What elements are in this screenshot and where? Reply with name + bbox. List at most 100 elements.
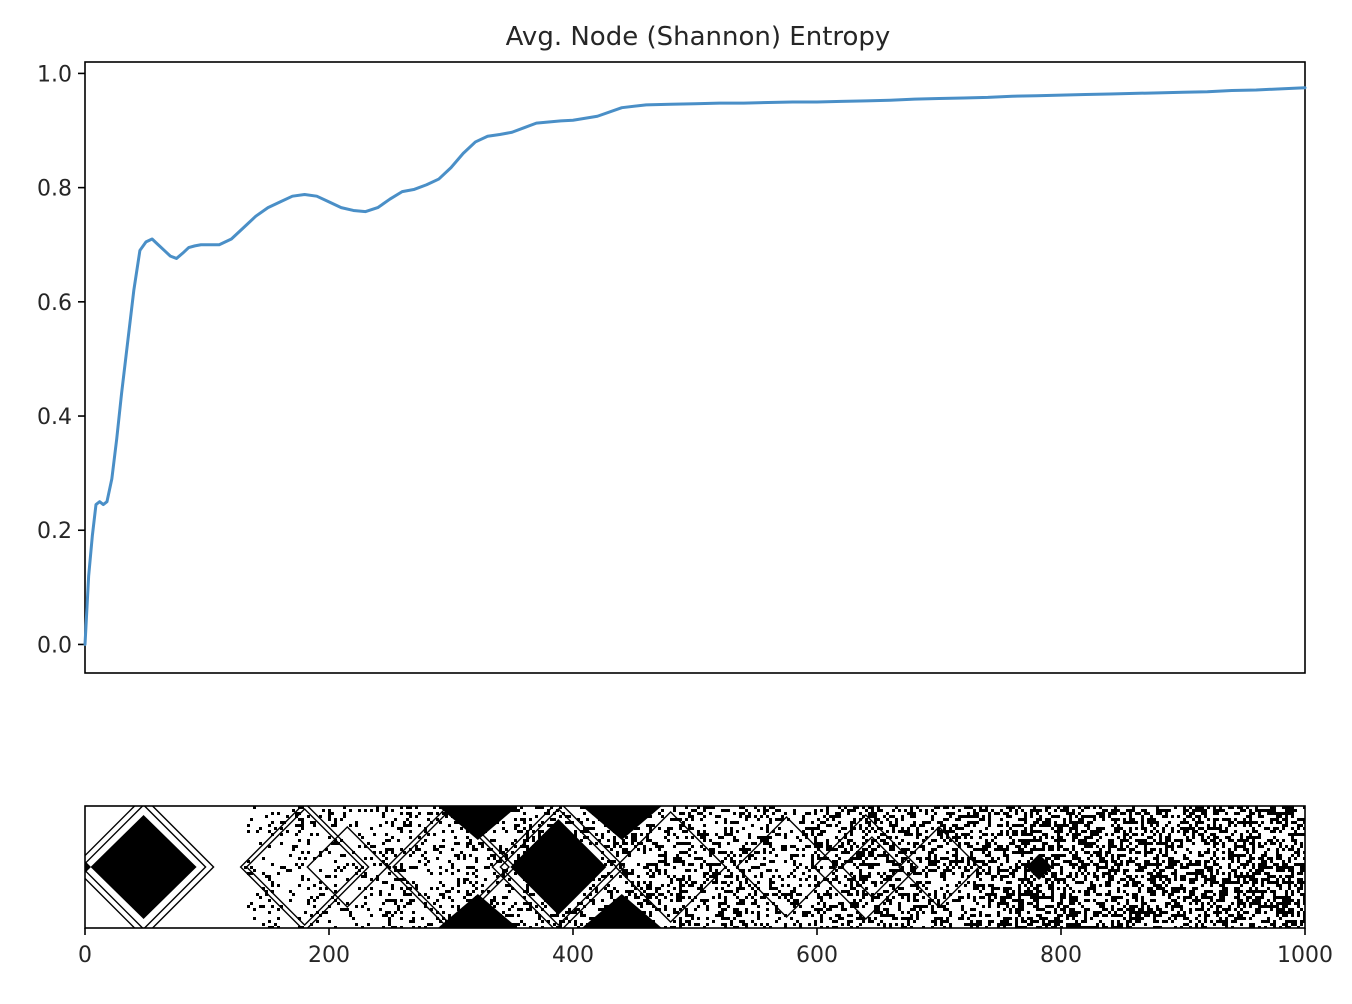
- heatmap-cell: [1006, 890, 1009, 893]
- heatmap-cell: [562, 812, 565, 815]
- heatmap-cell: [409, 806, 412, 809]
- heatmap-cell: [1018, 860, 1021, 863]
- heatmap-cell: [532, 839, 535, 842]
- heatmap-cell: [955, 818, 958, 821]
- heatmap-cell: [1276, 908, 1279, 911]
- heatmap-cell: [1279, 884, 1282, 887]
- heatmap-cell: [1204, 815, 1207, 818]
- heatmap-cell: [1228, 854, 1231, 857]
- heatmap-cell: [1270, 905, 1273, 908]
- heatmap-cell: [532, 872, 535, 875]
- heatmap-cell: [1150, 872, 1153, 875]
- heatmap-cell: [409, 854, 412, 857]
- heatmap-cell: [1003, 854, 1006, 857]
- heatmap-cell: [1135, 896, 1138, 899]
- heatmap-cell: [1045, 896, 1048, 899]
- heatmap-cell: [319, 851, 322, 854]
- heatmap-cell: [1183, 923, 1186, 926]
- heatmap-cell: [1117, 830, 1120, 833]
- heatmap-cell: [706, 872, 709, 875]
- heatmap-cell: [988, 905, 991, 908]
- heatmap-cell: [1249, 860, 1252, 863]
- heatmap-cell: [631, 824, 634, 827]
- heatmap-cell: [613, 839, 616, 842]
- heatmap-cell: [889, 884, 892, 887]
- heatmap-cell: [1192, 830, 1195, 833]
- heatmap-cell: [1036, 905, 1039, 908]
- heatmap-cell: [1246, 872, 1249, 875]
- heatmap-cell: [1138, 842, 1141, 845]
- heatmap-cell: [1288, 812, 1291, 815]
- heatmap-cell: [1249, 902, 1252, 905]
- heatmap-cell: [865, 848, 868, 851]
- heatmap-cell: [1183, 899, 1186, 902]
- heatmap-cell: [1015, 866, 1018, 869]
- heatmap-cell: [889, 902, 892, 905]
- heatmap-cell: [334, 821, 337, 824]
- heatmap-cell: [298, 857, 301, 860]
- heatmap-cell: [1093, 875, 1096, 878]
- heatmap-cell: [1129, 857, 1132, 860]
- heatmap-cell: [724, 908, 727, 911]
- heatmap-cell: [1234, 830, 1237, 833]
- heatmap-cell: [1285, 890, 1288, 893]
- heatmap-cell: [424, 851, 427, 854]
- heatmap-cell: [724, 902, 727, 905]
- heatmap-cell: [619, 863, 622, 866]
- heatmap-cell: [832, 863, 835, 866]
- heatmap-cell: [973, 881, 976, 884]
- heatmap-cell: [1291, 875, 1294, 878]
- heatmap-cell: [793, 887, 796, 890]
- heatmap-cell: [925, 830, 928, 833]
- heatmap-cell: [823, 821, 826, 824]
- heatmap-cell: [850, 809, 853, 812]
- heatmap-cell: [688, 914, 691, 917]
- heatmap-cell: [373, 851, 376, 854]
- heatmap-cell: [1285, 818, 1288, 821]
- heatmap-cell: [985, 863, 988, 866]
- heatmap-cell: [1111, 905, 1114, 908]
- heatmap-cell: [406, 881, 409, 884]
- heatmap-cell: [547, 839, 550, 842]
- heatmap-cell: [442, 893, 445, 896]
- heatmap-cell: [634, 821, 637, 824]
- heatmap-cell: [481, 830, 484, 833]
- heatmap-cell: [1012, 839, 1015, 842]
- heatmap-cell: [871, 896, 874, 899]
- heatmap-cell: [1021, 824, 1024, 827]
- heatmap-cell: [1048, 821, 1051, 824]
- heatmap-cell: [637, 881, 640, 884]
- heatmap-cell: [829, 845, 832, 848]
- heatmap-cell: [907, 833, 910, 836]
- heatmap-cell: [1258, 872, 1261, 875]
- heatmap-cell: [1261, 845, 1264, 848]
- heatmap-cell: [871, 899, 874, 902]
- heatmap-cell: [754, 815, 757, 818]
- heatmap-cell: [943, 872, 946, 875]
- heatmap-cell: [748, 893, 751, 896]
- heatmap-cell: [1243, 854, 1246, 857]
- heatmap-cell: [958, 845, 961, 848]
- heatmap-cell: [448, 914, 451, 917]
- heatmap-cell: [90, 815, 197, 919]
- heatmap-cell: [1285, 812, 1288, 815]
- heatmap-cell: [847, 851, 850, 854]
- heatmap-cell: [325, 911, 328, 914]
- heatmap-cell: [589, 893, 592, 896]
- heatmap-cell: [1105, 833, 1108, 836]
- heatmap-cell: [1069, 923, 1072, 926]
- heatmap-cell: [1048, 896, 1051, 899]
- heatmap-cell: [799, 884, 802, 887]
- heatmap-cell: [508, 914, 511, 917]
- heatmap-cell: [685, 818, 688, 821]
- heatmap-cell: [472, 890, 475, 893]
- heatmap-cell: [1258, 857, 1261, 860]
- heatmap-cell: [1033, 899, 1036, 902]
- heatmap-cell: [1051, 890, 1054, 893]
- heatmap-cell: [517, 923, 520, 926]
- heatmap-cell: [811, 860, 814, 863]
- heatmap-cell: [601, 851, 604, 854]
- heatmap-cell: [1213, 818, 1216, 821]
- heatmap-cell: [679, 896, 682, 899]
- heatmap-cell: [517, 908, 520, 911]
